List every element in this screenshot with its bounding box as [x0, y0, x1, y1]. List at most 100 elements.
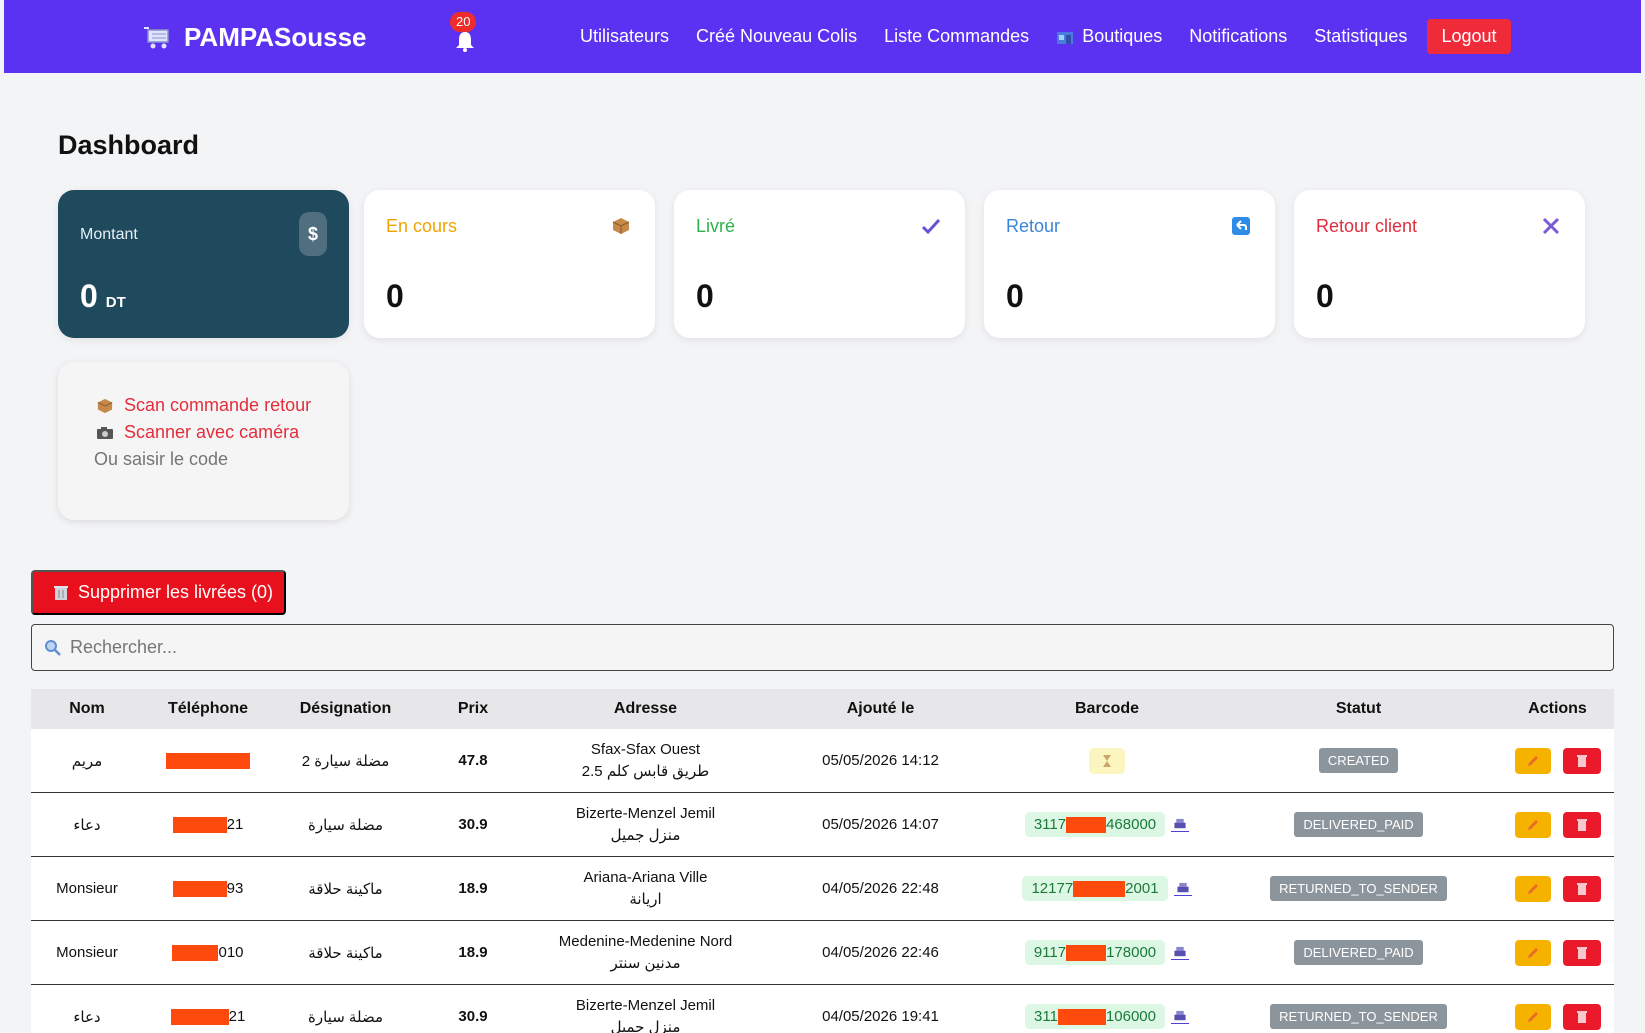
barcode-value[interactable]: 311 106000: [1025, 1004, 1165, 1029]
nav-link-liste-commandes[interactable]: Liste Commandes: [884, 26, 1030, 46]
cell-adresse: Bizerte-Menzel Jemil منزل جميل: [528, 995, 763, 1033]
status-badge: DELIVERED_PAID: [1294, 940, 1423, 965]
trash-icon: [1576, 818, 1587, 831]
card-en-cours: En cours 0: [364, 190, 655, 338]
cell-adresse: Ariana-Ariana Ville اريانة: [528, 867, 763, 911]
status-badge: RETURNED_TO_SENDER: [1270, 876, 1447, 901]
redacted-barcode: [1057, 1008, 1106, 1025]
nav-link-boutiques[interactable]: Boutiques: [1056, 26, 1162, 47]
logout-button[interactable]: Logout: [1427, 19, 1511, 54]
status-badge: DELIVERED_PAID: [1294, 812, 1423, 837]
cell-status: DELIVERED_PAID: [1216, 812, 1501, 837]
brand[interactable]: PAMPASousse: [144, 22, 367, 53]
header-prix: Prix: [457, 700, 489, 717]
cell-adresse: Bizerte-Menzel Jemil منزل جميل: [528, 803, 763, 847]
cell-designation: مضلة سيارة: [308, 1008, 383, 1026]
header-telephone: Téléphone: [167, 700, 248, 717]
table-row: دعاء 21 مضلة سيارة 30.9 Bizerte-Menzel J…: [31, 985, 1614, 1033]
return-arrow-icon: [1229, 214, 1253, 238]
scan-return-button[interactable]: Scan commande retour: [96, 395, 311, 416]
delete-button[interactable]: [1562, 747, 1601, 774]
table-row: مريم مضلة سيارة 2 47.8 Sfax-Sfax Ouest طر…: [31, 729, 1614, 793]
phone-suffix: 010: [218, 944, 244, 961]
address-line-2: مدنين سنتر: [610, 954, 681, 972]
trash-icon: [1576, 754, 1587, 767]
edit-button[interactable]: [1514, 811, 1551, 838]
package-icon: [97, 398, 113, 413]
redacted-phone: [172, 816, 227, 833]
cell-designation: ماكينة حلاقة: [308, 880, 383, 898]
card-livre-value: 0: [696, 278, 714, 314]
nav-link-utilisateurs[interactable]: Utilisateurs: [580, 26, 670, 46]
card-retour-value: 0: [1006, 278, 1024, 314]
bell-icon: [456, 32, 474, 52]
barcode-code-input[interactable]: [94, 449, 314, 470]
table-row: دعاء 21 مضلة سيارة 30.9 Bizerte-Menzel J…: [31, 793, 1614, 857]
redacted-barcode: [1066, 816, 1107, 833]
search-box: [31, 624, 1614, 671]
header-ajoute-le: Ajouté le: [846, 700, 915, 717]
edit-button[interactable]: [1514, 939, 1551, 966]
cell-status: RETURNED_TO_SENDER: [1216, 876, 1501, 901]
card-montant-label: Montant: [80, 226, 138, 243]
delete-button[interactable]: [1562, 811, 1601, 838]
edit-button[interactable]: [1514, 747, 1551, 774]
card-en-cours-value: 0: [386, 278, 404, 314]
printer-icon[interactable]: [1173, 882, 1192, 896]
search-input[interactable]: [70, 637, 1570, 658]
nav-link-nouveau-colis[interactable]: Créé Nouveau Colis: [696, 26, 858, 46]
redacted-phone: [172, 880, 227, 897]
trash-icon: [54, 586, 68, 600]
cell-telephone: 010: [143, 944, 273, 961]
edit-button[interactable]: [1514, 1003, 1551, 1030]
barcode-value[interactable]: 12177 2001: [1022, 876, 1168, 901]
scan-camera-button[interactable]: Scanner avec caméra: [96, 422, 299, 443]
search-icon: [45, 639, 61, 656]
cell-nom: Monsieur: [56, 944, 118, 961]
printer-icon[interactable]: [1171, 818, 1190, 832]
delete-button[interactable]: [1562, 1003, 1601, 1030]
nav-link-notifications[interactable]: Notifications: [1189, 26, 1288, 46]
notification-bell[interactable]: 20: [450, 12, 480, 52]
delete-button[interactable]: [1562, 875, 1601, 902]
cell-status: CREATED: [1216, 748, 1501, 773]
cell-actions: [1501, 811, 1614, 838]
cell-barcode: 9117 178000: [998, 940, 1216, 965]
hourglass-icon: [1089, 747, 1125, 774]
cell-date: 04/05/2026 19:41: [822, 1008, 939, 1025]
cell-date: 04/05/2026 22:46: [822, 944, 939, 961]
nav-link-statistiques[interactable]: Statistiques: [1314, 26, 1408, 46]
pencil-icon: [1527, 1011, 1538, 1022]
delete-delivered-button[interactable]: Supprimer les livrées (0): [31, 570, 286, 615]
delete-button[interactable]: [1562, 939, 1601, 966]
redacted-barcode: [1066, 944, 1107, 961]
cell-telephone: 93: [143, 880, 273, 897]
top-navbar: PAMPASousse 20 Utilisateurs Créé Nouveau…: [4, 0, 1641, 73]
cell-actions: [1501, 1003, 1614, 1030]
trash-icon: [1576, 946, 1587, 959]
cell-barcode: 12177 2001: [998, 876, 1216, 901]
edit-button[interactable]: [1514, 875, 1551, 902]
redacted-phone: [172, 944, 219, 961]
redacted-phone: [170, 1008, 229, 1025]
pencil-icon: [1527, 755, 1538, 766]
cell-date: 05/05/2026 14:12: [822, 752, 939, 769]
address-line-2: منزل جميل: [610, 826, 681, 844]
printer-icon[interactable]: [1171, 946, 1190, 960]
scan-card: Scan commande retour Scanner avec caméra: [58, 362, 349, 520]
printer-icon[interactable]: [1170, 1010, 1189, 1024]
card-livre: Livré 0: [674, 190, 965, 338]
brand-name: PAMPASousse: [184, 22, 367, 52]
cell-adresse: Medenine-Medenine Nord مدنين سنتر: [528, 931, 763, 975]
cell-barcode: 3117 468000: [998, 812, 1216, 837]
address-line-1: Ariana-Ariana Ville: [583, 868, 708, 886]
cell-prix: 30.9: [458, 816, 488, 833]
table-header: Nom Téléphone Désignation Prix Adresse A…: [31, 689, 1614, 729]
barcode-value[interactable]: 3117 468000: [1024, 812, 1166, 837]
header-adresse: Adresse: [613, 700, 678, 717]
barcode-value[interactable]: 9117 178000: [1024, 940, 1166, 965]
card-montant-value: 0 DT: [80, 278, 126, 314]
card-en-cours-label: En cours: [386, 216, 458, 236]
redacted-phone: [166, 752, 250, 769]
phone-suffix: 21: [226, 816, 244, 833]
